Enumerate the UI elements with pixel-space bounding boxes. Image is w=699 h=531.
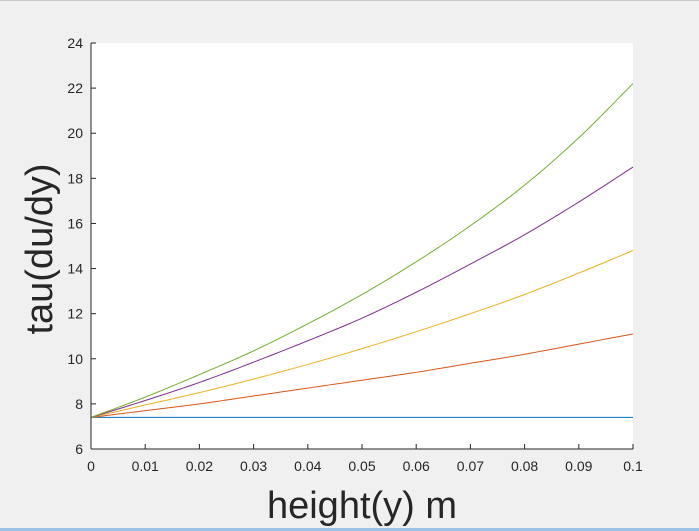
y-tick-label: 20 bbox=[67, 125, 83, 141]
x-tick-label: 0.06 bbox=[403, 458, 430, 474]
y-tick-label: 14 bbox=[67, 261, 83, 277]
series-layer bbox=[90, 83, 634, 418]
series-line-3 bbox=[90, 250, 634, 418]
y-tick-label: 8 bbox=[75, 396, 83, 412]
axes-layer: 0 0.01 0.02 0.03 0.04 0.05 0.06 0.07 0.08 0.09 0.1… bbox=[67, 35, 643, 474]
y-tick-label: 16 bbox=[67, 215, 83, 231]
x-tick-label: 0.09 bbox=[565, 458, 592, 474]
y-tick-label: 18 bbox=[67, 170, 83, 186]
series-line-5 bbox=[90, 83, 634, 418]
x-tick-label: 0.04 bbox=[294, 458, 321, 474]
y-tick-label: 6 bbox=[75, 441, 83, 457]
x-tick-label: 0.02 bbox=[186, 458, 213, 474]
y-tick-label: 22 bbox=[67, 80, 83, 96]
y-tick-label: 12 bbox=[67, 306, 83, 322]
x-tick-label: 0.05 bbox=[348, 458, 375, 474]
x-tick-label: 0 bbox=[87, 458, 95, 474]
x-tick-label: 0.1 bbox=[623, 458, 643, 474]
x-tick-label: 0.03 bbox=[240, 458, 267, 474]
x-tick-label: 0.08 bbox=[511, 458, 538, 474]
axes-background bbox=[91, 43, 633, 449]
y-tick-label: 10 bbox=[67, 351, 83, 367]
x-tick-label: 0.07 bbox=[457, 458, 484, 474]
y-axis-label: tau(du/dy) bbox=[19, 163, 61, 334]
series-line-2 bbox=[90, 333, 634, 418]
y-tick-label: 24 bbox=[67, 35, 83, 51]
series-line-4 bbox=[90, 166, 634, 418]
x-axis-label: height(y) m bbox=[267, 485, 457, 527]
window-bottom-strip bbox=[0, 528, 699, 531]
x-tick-label: 0.01 bbox=[132, 458, 159, 474]
